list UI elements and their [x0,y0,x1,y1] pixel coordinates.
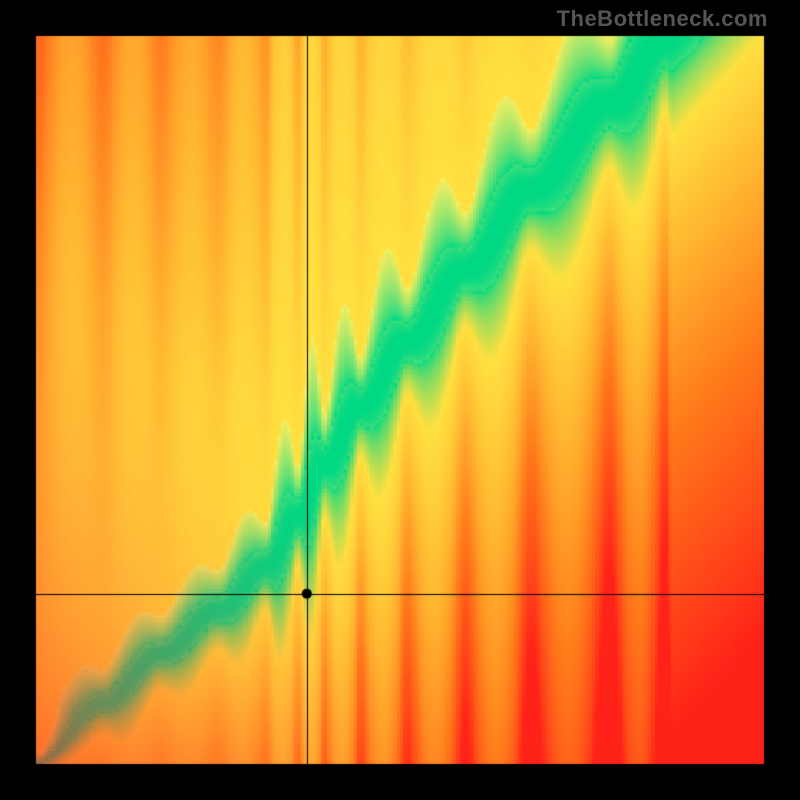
bottleneck-heatmap-canvas [0,0,800,800]
chart-container: TheBottleneck.com [0,0,800,800]
watermark-text: TheBottleneck.com [557,6,768,32]
